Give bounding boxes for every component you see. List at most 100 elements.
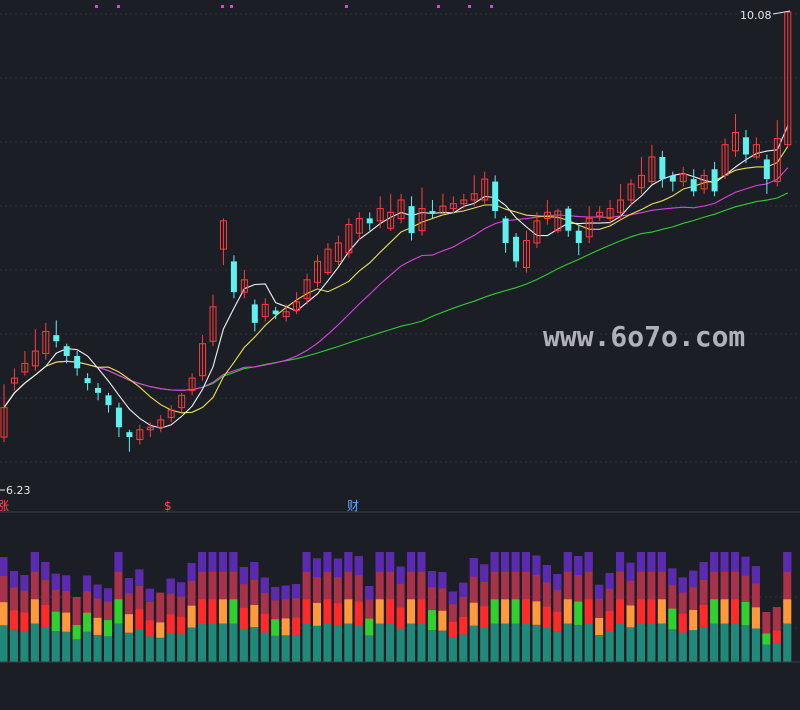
candle-body-down	[408, 206, 415, 234]
volume-seg-purple	[542, 565, 551, 583]
candle-body-down	[105, 395, 112, 406]
volume-seg-teal	[710, 623, 719, 662]
candle-body-up	[345, 224, 353, 254]
volume-seg-purple	[365, 586, 374, 600]
volume-seg-teal	[678, 632, 687, 662]
volume-seg-teal	[480, 627, 489, 662]
volume-seg-accent	[731, 599, 739, 624]
volume-seg-teal	[657, 623, 666, 662]
candle-body-down	[115, 407, 122, 428]
volume-seg-teal	[616, 623, 625, 662]
candle-body-up	[188, 377, 196, 391]
top-marker	[490, 5, 493, 8]
candle-body-up	[0, 407, 8, 438]
volume-seg-purple	[553, 574, 562, 590]
volume-seg-teal	[72, 639, 81, 662]
volume-seg-purple	[271, 587, 280, 601]
volume-seg-accent	[292, 617, 301, 635]
marker-dollar: $	[164, 499, 172, 513]
top-marker	[95, 5, 98, 8]
volume-seg-purple	[386, 552, 395, 572]
candle-body-up	[167, 409, 175, 418]
volume-seg-purple	[313, 558, 321, 578]
volume-seg-accent	[365, 618, 374, 636]
volume-seg-purple	[93, 584, 102, 599]
volume-seg-teal	[501, 623, 510, 662]
candle-body-down	[513, 236, 520, 262]
volume-seg-accent	[741, 602, 750, 626]
volume-seg-purple	[177, 582, 186, 597]
volume-seg-teal	[731, 623, 739, 662]
candle-body-up	[481, 178, 489, 201]
volume-seg-accent	[647, 599, 656, 624]
volume-seg-accent	[553, 611, 562, 632]
volume-seg-accent	[448, 621, 457, 638]
candle-body-up	[523, 240, 530, 269]
volume-seg-purple	[438, 572, 447, 589]
volume-seg-teal	[124, 632, 133, 662]
candle-body-down	[565, 208, 572, 231]
volume-seg-accent	[636, 599, 645, 624]
volume-seg-accent	[720, 599, 729, 624]
candle-body-down	[251, 304, 258, 323]
volume-seg-accent	[417, 599, 426, 624]
volume-seg-purple	[636, 552, 645, 572]
volume-seg-teal	[605, 630, 614, 662]
volume-seg-accent	[208, 599, 217, 624]
volume-seg-purple	[532, 555, 541, 575]
volume-seg-accent	[145, 620, 154, 637]
volume-seg-accent	[83, 612, 92, 632]
volume-seg-teal	[281, 635, 290, 662]
volume-seg-accent	[323, 599, 332, 624]
volume-seg-teal	[344, 623, 353, 662]
volume-seg-accent	[156, 622, 165, 638]
candle-body-up	[303, 279, 311, 299]
volume-seg-teal	[51, 631, 60, 662]
volume-seg-accent	[93, 617, 102, 635]
volume-seg-teal	[626, 627, 635, 662]
marker-cai: 财	[347, 499, 359, 513]
volume-seg-teal	[114, 623, 123, 662]
volume-seg-accent	[532, 601, 541, 625]
volume-seg-accent	[459, 616, 468, 635]
volume-seg-teal	[532, 624, 541, 662]
volume-seg-purple	[114, 552, 123, 572]
candle-body-up	[355, 217, 363, 234]
volume-seg-teal	[699, 627, 708, 662]
min-price-label: 6.23	[6, 484, 31, 497]
volume-seg-purple	[124, 578, 133, 594]
volume-seg-accent	[51, 611, 60, 632]
candle-body-up	[314, 260, 321, 283]
volume-seg-teal	[104, 636, 112, 662]
volume-seg-purple	[522, 552, 530, 572]
volume-seg-purple	[710, 552, 719, 572]
volume-seg-teal	[783, 623, 792, 662]
volume-seg-purple	[657, 552, 666, 572]
volume-seg-accent	[626, 605, 635, 628]
volume-seg-purple	[208, 552, 217, 572]
volume-seg-purple	[626, 562, 635, 581]
volume-seg-accent	[574, 601, 583, 625]
volume-seg-accent	[375, 599, 384, 624]
candle-body-up	[449, 203, 457, 210]
volume-seg-purple	[198, 552, 207, 572]
volume-seg-accent	[62, 612, 71, 632]
volume-seg-teal	[438, 630, 447, 662]
volume-seg-purple	[51, 573, 60, 590]
volume-seg-accent	[511, 599, 520, 624]
volume-seg-teal	[448, 637, 457, 662]
volume-seg-accent	[563, 599, 572, 624]
candle-body-up	[470, 193, 478, 201]
candle-body-down	[763, 159, 770, 180]
volume-seg-purple	[250, 562, 259, 580]
candle-body-up	[721, 144, 729, 176]
volume-seg-teal	[292, 634, 301, 662]
volume-seg-accent	[699, 605, 708, 627]
volume-seg-accent	[427, 610, 436, 631]
volume-seg-accent	[710, 599, 719, 624]
candle-body-up	[637, 174, 645, 189]
volume-seg-accent	[271, 619, 280, 636]
volume-seg-accent	[72, 624, 81, 640]
